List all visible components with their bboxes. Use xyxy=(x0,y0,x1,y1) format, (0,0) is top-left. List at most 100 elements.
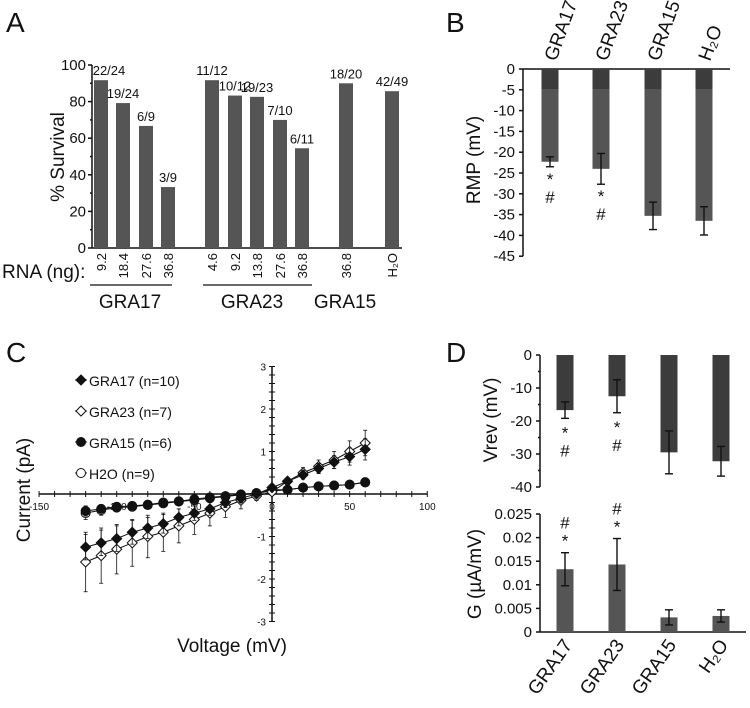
a-data-label: 18/20 xyxy=(330,66,363,81)
c-point xyxy=(142,499,153,510)
c-point xyxy=(111,501,122,512)
a-rna-label: 36.8 xyxy=(295,253,310,278)
b-y-axis-label: RMP (mV) xyxy=(464,116,485,204)
a-data-label: 10/12 xyxy=(219,79,252,94)
c-x-tick-label: 0 xyxy=(269,502,275,513)
c-point xyxy=(158,497,169,508)
b-category-label: GRA17 xyxy=(541,0,582,64)
d-top-y-tick-label: 0 xyxy=(524,347,532,364)
a-bar xyxy=(205,80,219,249)
c-legend-label: GRA17 (n=10) xyxy=(89,373,180,389)
a-rna-label: 36.8 xyxy=(161,253,176,278)
d-category-label: H₂O xyxy=(695,636,733,677)
a-y-tick-label: 60 xyxy=(69,130,86,147)
d-top-y-tick-label: -30 xyxy=(510,446,532,463)
d-top-y-tick-label: -10 xyxy=(510,380,532,397)
a-y-tick-label: 80 xyxy=(69,94,86,111)
a-y-tick-label: 20 xyxy=(69,203,86,220)
c-point xyxy=(312,462,325,475)
c-point xyxy=(173,511,185,524)
d-bottom-y-tick-label: 0.015 xyxy=(494,553,532,570)
panel-label-b: B xyxy=(446,7,465,38)
d-top-y-tick-label: -40 xyxy=(510,479,532,496)
a-data-label: 6/9 xyxy=(137,109,155,124)
b-y-tick-label: -20 xyxy=(493,144,515,161)
c-point xyxy=(96,503,107,514)
d-bottom-significance-star: * xyxy=(614,518,621,537)
a-rna-prefix: RNA (ng): xyxy=(2,262,85,283)
b-y-tick-label: -15 xyxy=(493,123,515,140)
c-legend-marker xyxy=(75,405,87,417)
c-legend-label: GRA15 (n=6) xyxy=(89,435,172,451)
a-data-label: 6/11 xyxy=(290,131,314,146)
c-point xyxy=(189,494,200,505)
c-y-tick-label: 1 xyxy=(260,448,266,459)
d-category-label: GRA15 xyxy=(628,636,681,699)
c-point xyxy=(126,526,138,538)
a-data-label: 19/24 xyxy=(107,86,140,101)
b-y-tick-label: -40 xyxy=(493,227,515,244)
d-top-y-tick-label: -20 xyxy=(510,413,532,430)
b-y-tick-label: -25 xyxy=(493,165,515,182)
c-point xyxy=(328,456,340,468)
d-bottom-significance-hash: # xyxy=(612,500,622,519)
d-top-bar xyxy=(660,355,678,453)
a-rna-label: 36.8 xyxy=(339,253,354,278)
d-bottom-bar xyxy=(556,569,574,632)
c-y-tick-label: -3 xyxy=(257,618,266,629)
panel-label-d: D xyxy=(446,337,466,368)
c-point xyxy=(79,541,92,553)
a-data-label: 3/9 xyxy=(159,170,177,185)
d-bottom-significance-star: * xyxy=(562,532,569,551)
c-point xyxy=(297,469,309,481)
a-bar xyxy=(250,96,264,248)
a-rna-label: 13.8 xyxy=(250,253,265,278)
a-bar xyxy=(161,187,175,248)
d-bottom-y-tick-label: 0.01 xyxy=(503,577,532,594)
c-point xyxy=(250,488,263,500)
b-y-tick-label: -10 xyxy=(493,103,515,120)
c-point xyxy=(204,503,216,515)
a-bar xyxy=(385,91,399,248)
c-legend-marker xyxy=(75,374,87,386)
c-y-tick-label: 3 xyxy=(260,363,266,374)
c-y-axis-label: Current (pA) xyxy=(14,438,35,543)
d-bottom-y-tick-label: 0.005 xyxy=(494,600,532,617)
a-y-tick-label: 100 xyxy=(61,57,86,74)
a-group-label: GRA17 xyxy=(99,292,161,313)
c-point xyxy=(157,518,169,530)
c-point xyxy=(298,482,309,493)
a-bar xyxy=(228,95,242,248)
c-point xyxy=(95,537,107,549)
c-point xyxy=(235,492,247,504)
c-x-tick-label: -150 xyxy=(29,502,49,513)
c-x-axis-label: Voltage (mV) xyxy=(177,636,287,657)
a-bar xyxy=(139,125,153,248)
b-category-label: GRA23 xyxy=(592,0,633,64)
c-point xyxy=(110,532,123,545)
c-legend-marker xyxy=(76,437,86,447)
c-legend-label: H2O (n=9) xyxy=(89,466,155,482)
b-y-tick-label: -30 xyxy=(493,186,515,203)
c-point xyxy=(80,506,91,516)
c-point xyxy=(329,480,340,491)
d-top-bar xyxy=(608,355,626,397)
b-bar-top xyxy=(541,69,559,89)
b-category-label: GRA15 xyxy=(644,0,685,64)
a-bar xyxy=(295,148,309,248)
c-y-tick-label: 2 xyxy=(260,405,266,416)
d-bottom-y-tick-label: 0.025 xyxy=(494,506,532,523)
d-bottom-bar xyxy=(608,564,626,632)
a-bar xyxy=(273,119,287,249)
a-group-label: GRA23 xyxy=(221,292,283,313)
panel-label-c: C xyxy=(6,337,26,368)
c-legend-label: GRA23 (n=7) xyxy=(89,404,172,420)
d-top-significance-star: * xyxy=(562,423,569,442)
a-rna-label: 27.6 xyxy=(139,253,154,278)
d-bottom-y-tick-label: 0.02 xyxy=(503,530,532,547)
a-bar xyxy=(94,80,108,249)
a-bar xyxy=(116,103,130,249)
d-bottom-significance-hash: # xyxy=(560,514,570,533)
a-rna-label: 9.2 xyxy=(94,253,109,271)
